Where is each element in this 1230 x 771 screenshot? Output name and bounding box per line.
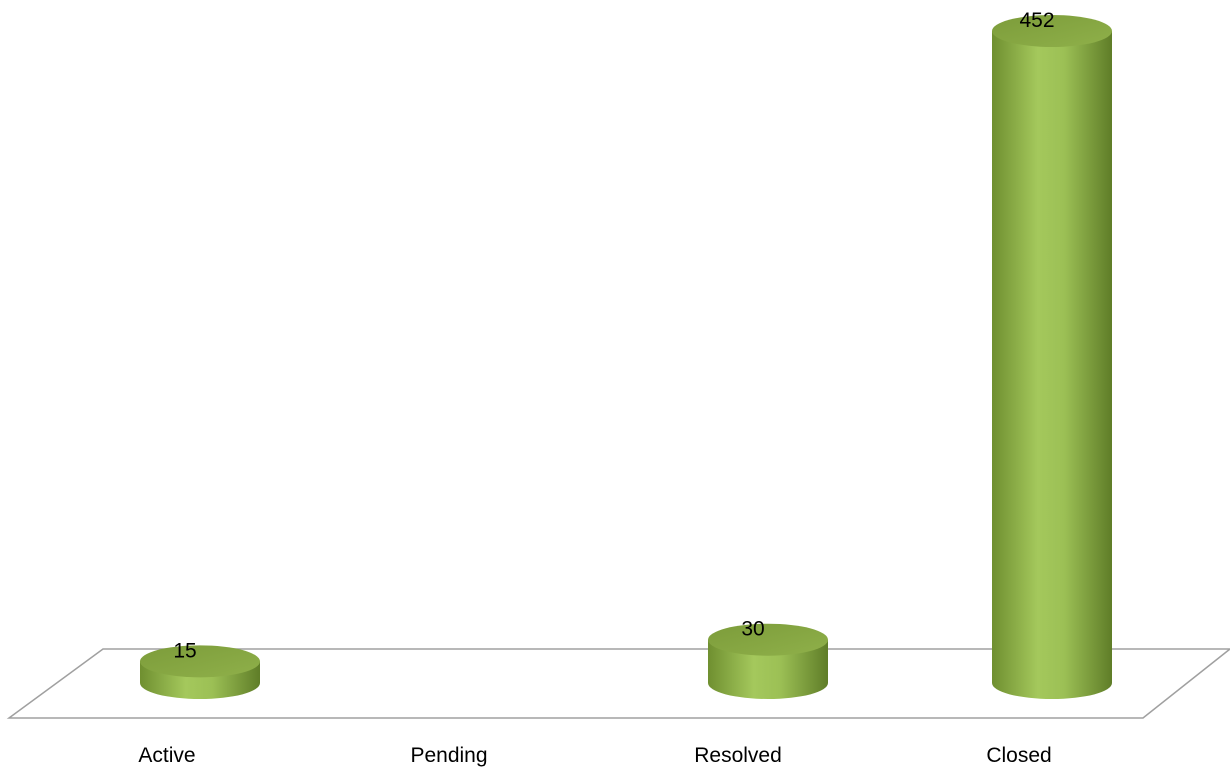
- category-label: Resolved: [694, 744, 782, 767]
- bar-closed: [992, 15, 1112, 699]
- data-label: 452: [1019, 9, 1054, 32]
- bar-top: [992, 15, 1112, 47]
- bar-top: [708, 623, 828, 656]
- bar-series: [140, 15, 1112, 699]
- bar-top: [140, 645, 260, 678]
- data-label: 15: [173, 639, 196, 662]
- data-label: 30: [741, 618, 764, 641]
- category-labels: Active Pending Resolved Closed: [138, 744, 1051, 767]
- value-labels: 15 30 452: [173, 9, 1054, 662]
- bar-active: [140, 645, 260, 699]
- category-label: Pending: [410, 744, 487, 767]
- category-label: Active: [138, 744, 195, 767]
- bar-body: [708, 639, 828, 699]
- category-label: Closed: [986, 744, 1051, 767]
- bar-resolved: [708, 623, 828, 699]
- chart-floor: [6, 648, 1230, 719]
- bar-body: [992, 31, 1112, 699]
